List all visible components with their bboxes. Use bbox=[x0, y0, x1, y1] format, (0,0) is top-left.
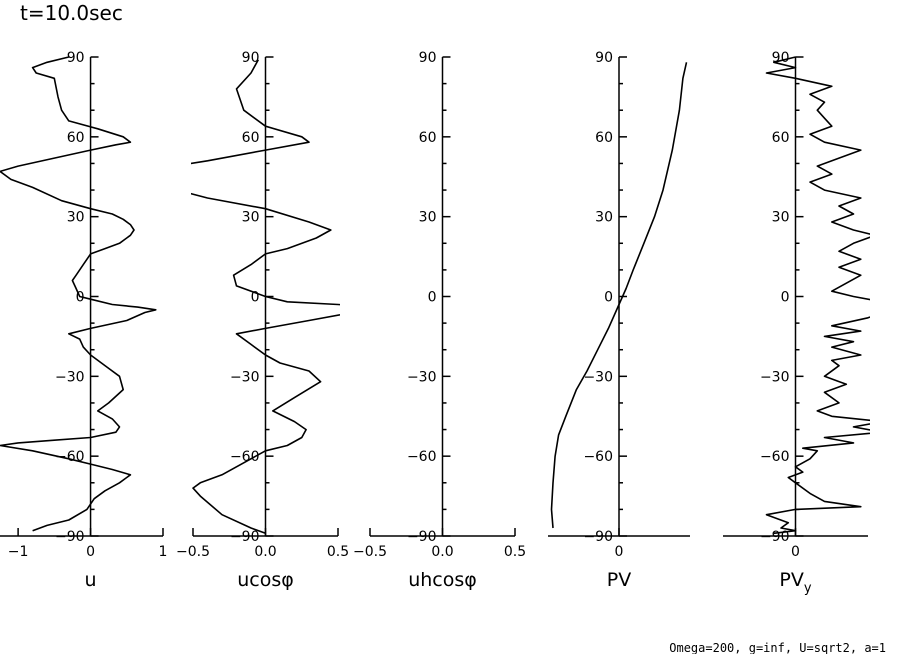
y-tick-label: 60 bbox=[67, 130, 85, 146]
x-tick-label: 0 bbox=[615, 544, 624, 560]
y-tick-label: 30 bbox=[595, 210, 613, 226]
y-tick-label: 30 bbox=[772, 210, 790, 226]
y-tick-label: 0 bbox=[781, 290, 790, 306]
y-tick-label: 60 bbox=[242, 130, 260, 146]
x-tick-label: 0 bbox=[791, 544, 800, 560]
x-tick-label: 0.0 bbox=[254, 544, 276, 560]
series-line-PV bbox=[550, 62, 688, 529]
footer-parameters: Omega=200, g=inf, U=sqrt2, a=1 bbox=[669, 641, 886, 654]
y-tick-label: 0 bbox=[604, 290, 613, 306]
y-tick-label: −30 bbox=[407, 369, 437, 385]
x-tick-label: −1 bbox=[8, 544, 29, 560]
y-tick-label: −30 bbox=[583, 369, 613, 385]
y-tick-label: 30 bbox=[242, 210, 260, 226]
x-tick-label: −0.5 bbox=[176, 544, 210, 560]
x-axis-label-PV: PV bbox=[607, 569, 631, 591]
y-tick-label: 0 bbox=[76, 290, 85, 306]
y-tick-label: −90 bbox=[230, 529, 260, 545]
series-line-ucosphi bbox=[191, 59, 340, 535]
series-line-PVy bbox=[765, 56, 870, 535]
y-tick-label: −30 bbox=[760, 369, 790, 385]
y-tick-label: 30 bbox=[67, 210, 85, 226]
panel-uhcosphi: −0.5 0.0 0.5 −90 −60 −30 0 30 60 90 uhcosφ bbox=[353, 50, 526, 591]
y-tick-label: 0 bbox=[251, 290, 260, 306]
x-axis-label-ucosphi: ucosφ bbox=[237, 569, 294, 591]
x-axis-label-u: u bbox=[85, 569, 97, 591]
x-tick-label: 0 bbox=[86, 544, 95, 560]
x-axis-label-uhcosphi: uhcosφ bbox=[408, 569, 477, 591]
y-tick-label: 90 bbox=[67, 50, 85, 66]
y-tick-label: 90 bbox=[595, 50, 613, 66]
x-tick-label: 0.5 bbox=[504, 544, 526, 560]
y-tick-label: −30 bbox=[55, 369, 85, 385]
y-tick-label: 60 bbox=[419, 130, 437, 146]
y-tick-label: 30 bbox=[419, 210, 437, 226]
y-tick-label: −90 bbox=[583, 529, 613, 545]
y-tick-label: 0 bbox=[428, 290, 437, 306]
y-tick-label: 60 bbox=[772, 130, 790, 146]
panel-ucosphi: −0.5 0.0 0.5 −90 −60 −30 0 30 60 90 ucosφ bbox=[176, 50, 349, 591]
x-tick-label: 1 bbox=[159, 544, 168, 560]
y-tick-label: −60 bbox=[407, 449, 437, 465]
x-axis-label-subscript: y bbox=[804, 581, 812, 596]
chart-panels: −1 0 1 −90 −60 −30 0 30 60 90 u −0.5 0.0 0.5 −90 −60 −30… bbox=[0, 50, 870, 596]
x-tick-label: −0.5 bbox=[353, 544, 387, 560]
y-tick-label: 90 bbox=[419, 50, 437, 66]
y-tick-label: −90 bbox=[407, 529, 437, 545]
y-tick-label: −60 bbox=[760, 449, 790, 465]
x-axis-label-PVy: PVy bbox=[779, 569, 811, 596]
y-tick-label: −60 bbox=[583, 449, 613, 465]
x-tick-label: 0.0 bbox=[431, 544, 453, 560]
y-tick-label: −90 bbox=[55, 529, 85, 545]
y-tick-label: −60 bbox=[230, 449, 260, 465]
y-tick-label: 90 bbox=[242, 50, 260, 66]
y-tick-label: 60 bbox=[595, 130, 613, 146]
chart-title: t=10.0sec bbox=[20, 1, 123, 25]
series-line-u bbox=[0, 56, 157, 532]
y-tick-label: −30 bbox=[230, 369, 260, 385]
x-tick-label: 0.5 bbox=[327, 544, 349, 560]
